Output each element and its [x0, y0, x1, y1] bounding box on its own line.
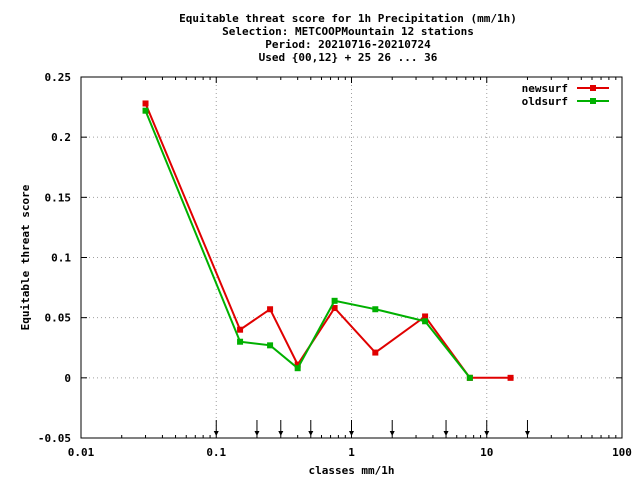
- series-line-newsurf: [144, 103, 511, 379]
- x-tick-label: 0.01: [68, 446, 95, 459]
- class-marker-arrow: [278, 431, 284, 436]
- y-tick-label: -0.05: [38, 432, 71, 445]
- data-point-newsurf: [267, 306, 274, 313]
- grid: [81, 77, 622, 438]
- class-marker-arrow: [389, 431, 395, 436]
- data-point-newsurf: [422, 313, 429, 320]
- x-tick-label: 1: [348, 446, 355, 459]
- title-line: Selection: METCOOPMountain 12 stations: [222, 25, 474, 38]
- class-marker-arrow: [443, 431, 449, 436]
- class-marker-arrow: [524, 431, 530, 436]
- y-tick-label: 0.2: [51, 131, 71, 144]
- y-tick-label: 0.1: [51, 252, 71, 265]
- series: [142, 100, 514, 381]
- class-marker-arrow: [349, 431, 354, 436]
- x-tick-label: 0.1: [206, 446, 226, 459]
- y-tick-label: 0: [64, 372, 71, 385]
- title-line: Used {00,12} + 25 26 ... 36: [259, 51, 438, 64]
- data-point-oldsurf: [294, 365, 301, 372]
- data-point-oldsurf: [422, 318, 429, 325]
- data-point-oldsurf: [331, 297, 338, 304]
- data-point-newsurf: [372, 349, 379, 356]
- data-point-oldsurf: [466, 374, 473, 381]
- y-axis-label: Equitable threat score: [19, 184, 32, 330]
- class-marker-arrow: [484, 431, 490, 436]
- data-point-newsurf: [237, 326, 244, 333]
- x-tick-label: 10: [480, 446, 493, 459]
- title-line: Equitable threat score for 1h Precipitat…: [179, 12, 517, 25]
- data-point-newsurf: [294, 361, 301, 368]
- class-marker-arrow: [213, 431, 219, 436]
- series-line-oldsurf: [144, 110, 471, 379]
- legend-label: oldsurf: [522, 95, 568, 108]
- legend-marker: [590, 85, 596, 91]
- axes: -0.05 0 0.05 0.1 0.15 0.2 0.25 0.01 0.1 1 10 100: [38, 71, 632, 459]
- class-marker-arrow: [254, 431, 260, 436]
- chart-title: Equitable threat score for 1h Precipitat…: [179, 12, 517, 64]
- data-point-newsurf: [331, 305, 338, 312]
- data-point-newsurf: [507, 374, 514, 381]
- legend-label: newsurf: [522, 82, 568, 95]
- y-tick-label: 0.05: [45, 312, 72, 325]
- data-point-oldsurf: [267, 342, 274, 349]
- data-point-oldsurf: [372, 306, 379, 313]
- legend-marker: [590, 98, 596, 104]
- title-line: Period: 20210716-20210724: [265, 38, 431, 51]
- y-tick-label: 0.15: [45, 191, 72, 204]
- data-point-oldsurf: [142, 107, 149, 114]
- x-tick-label: 100: [612, 446, 632, 459]
- class-markers: [213, 420, 530, 436]
- data-point-newsurf: [142, 100, 149, 107]
- class-marker-arrow: [308, 431, 314, 436]
- data-point-oldsurf: [237, 338, 244, 345]
- y-tick-label: 0.25: [45, 71, 72, 84]
- x-axis-label: classes mm/1h: [308, 464, 394, 477]
